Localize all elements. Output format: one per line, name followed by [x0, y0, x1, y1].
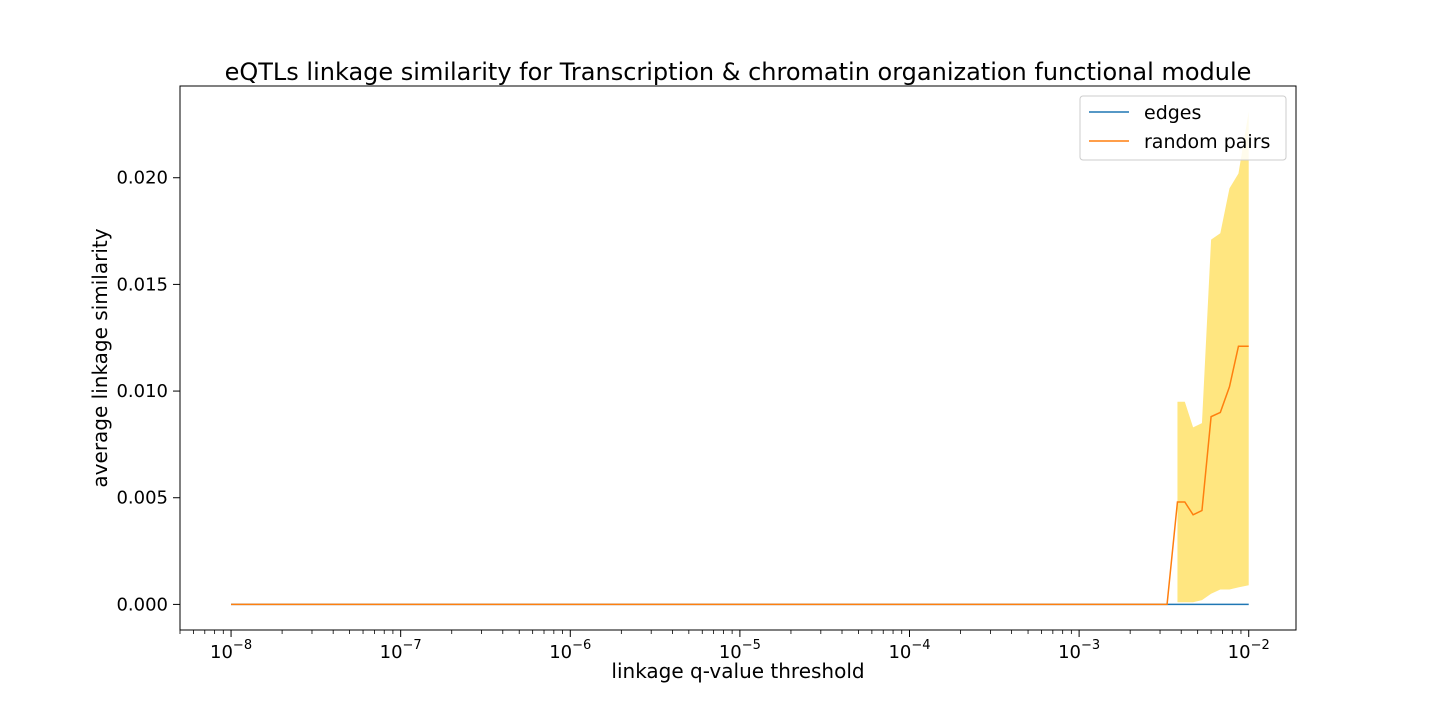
- y-axis-label: average linkage similarity: [88, 228, 112, 487]
- series-layer: [231, 345, 1249, 606]
- plot-frame: [179, 85, 1297, 631]
- plot-area: [231, 111, 1249, 606]
- x-tick-label-2: 10−6: [549, 638, 591, 663]
- y-tick-label-3: 0.015: [116, 274, 168, 295]
- y-tick-label-4: 0.020: [116, 168, 168, 189]
- legend-box: [1079, 95, 1287, 161]
- y-axis: 0.000 0.005 0.010 0.015 0.020: [116, 168, 180, 615]
- x-tick-label-6: 10−2: [1228, 638, 1270, 663]
- legend-label-1: random pairs: [1144, 131, 1270, 153]
- y-tick-label-1: 0.005: [116, 488, 168, 509]
- x-tick-label-1: 10−7: [380, 638, 422, 663]
- legend: edges random pairs: [1079, 95, 1287, 161]
- chart-title: eQTLs linkage similarity for Transcripti…: [225, 58, 1252, 86]
- band-layer: [1177, 111, 1249, 603]
- x-tick-label-3: 10−5: [719, 638, 761, 663]
- legend-label-0: edges: [1144, 102, 1201, 124]
- x-tick-label-0: 10−8: [210, 638, 252, 663]
- x-tick-label-4: 10−4: [888, 638, 930, 663]
- series-line-1: [231, 345, 1249, 606]
- x-tick-label-5: 10−3: [1058, 638, 1100, 663]
- random-pairs-band: [1177, 111, 1249, 603]
- x-axis-label: linkage q-value threshold: [611, 659, 864, 683]
- y-tick-label-2: 0.010: [116, 381, 168, 402]
- y-tick-label-0: 0.000: [116, 594, 168, 615]
- x-axis: 10−8 10−7 10−6 10−5 10−4 10−3 10−2: [179, 630, 1270, 663]
